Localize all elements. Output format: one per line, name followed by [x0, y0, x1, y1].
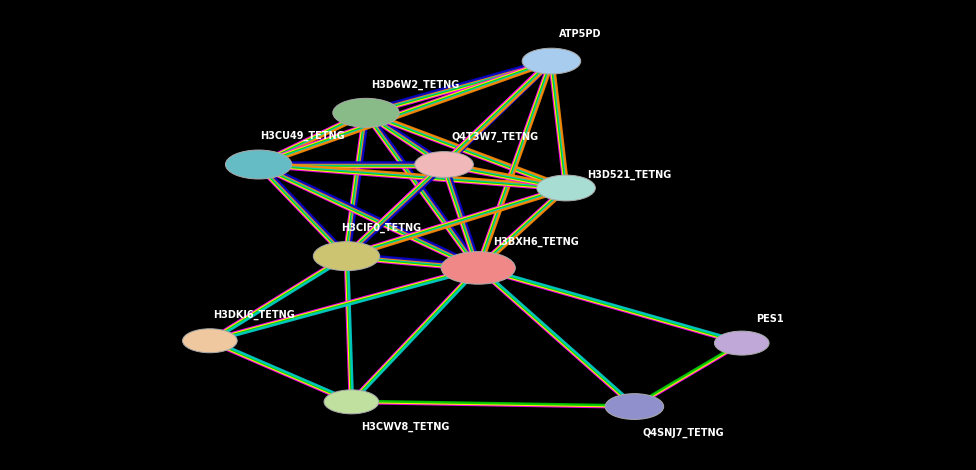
Text: H3CU49_TETNG: H3CU49_TETNG: [261, 131, 346, 141]
Text: H3DKI6_TETNG: H3DKI6_TETNG: [213, 310, 295, 320]
Text: H3BXH6_TETNG: H3BXH6_TETNG: [493, 237, 579, 247]
Text: Q4SNJ7_TETNG: Q4SNJ7_TETNG: [642, 427, 724, 438]
Text: ATP5PD: ATP5PD: [559, 29, 602, 39]
Ellipse shape: [714, 331, 769, 355]
Ellipse shape: [225, 150, 292, 179]
Ellipse shape: [537, 175, 595, 201]
Ellipse shape: [415, 152, 473, 177]
Text: PES1: PES1: [756, 313, 784, 324]
Text: H3CWV8_TETNG: H3CWV8_TETNG: [361, 422, 450, 432]
Text: H3CIF0_TETNG: H3CIF0_TETNG: [342, 223, 422, 233]
Ellipse shape: [522, 48, 581, 74]
Ellipse shape: [333, 98, 399, 127]
Ellipse shape: [605, 394, 664, 419]
Ellipse shape: [441, 251, 515, 284]
Ellipse shape: [183, 329, 237, 353]
Ellipse shape: [313, 242, 380, 271]
Ellipse shape: [324, 390, 379, 414]
Text: H3D521_TETNG: H3D521_TETNG: [588, 170, 671, 180]
Text: Q4T3W7_TETNG: Q4T3W7_TETNG: [452, 132, 539, 142]
Text: H3D6W2_TETNG: H3D6W2_TETNG: [371, 79, 459, 90]
